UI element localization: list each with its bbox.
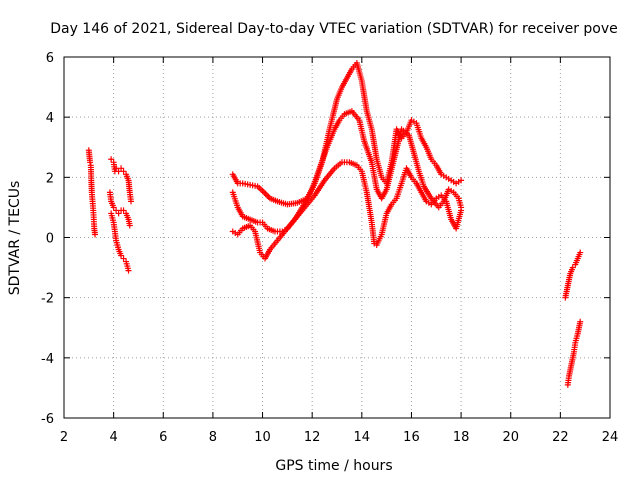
data-point [118, 252, 125, 259]
data-point [126, 222, 133, 229]
y-tick-label: -2 [41, 292, 54, 307]
x-tick-label: 12 [304, 430, 321, 445]
y-tick-label: 0 [46, 232, 54, 247]
data-point [108, 156, 115, 163]
data-point [87, 159, 94, 166]
data-point [569, 264, 576, 271]
data-point [577, 249, 584, 256]
data-point [110, 204, 117, 211]
x-tick-label: 2 [60, 430, 68, 445]
data-point [458, 207, 465, 214]
chart-title: Day 146 of 2021, Sidereal Day-to-day VTE… [50, 21, 618, 37]
data-point [128, 198, 135, 205]
data-point [120, 255, 127, 262]
data-point [458, 177, 465, 184]
x-tick-label: 20 [502, 430, 519, 445]
y-tick-label: 2 [46, 171, 54, 186]
x-tick-label: 14 [354, 430, 371, 445]
x-tick-label: 24 [602, 430, 619, 445]
x-tick-label: 16 [403, 430, 420, 445]
data-point [120, 168, 127, 175]
x-tick-label: 10 [254, 430, 271, 445]
x-tick-label: 22 [552, 430, 569, 445]
y-tick-label: -6 [41, 412, 54, 427]
grid-lines [64, 57, 610, 418]
x-tick-label: 6 [159, 430, 167, 445]
data-point [118, 165, 125, 172]
data-point [92, 231, 99, 238]
x-tick-label: 4 [109, 430, 117, 445]
y-tick-label: 4 [46, 111, 54, 126]
data-point [577, 318, 584, 325]
data-point [120, 207, 127, 214]
y-tick-label: -4 [41, 352, 54, 367]
x-axis-label: GPS time / hours [275, 458, 392, 474]
data-point [115, 210, 122, 217]
data-points [85, 60, 584, 388]
x-tick-label: 18 [453, 430, 470, 445]
data-point [125, 267, 132, 274]
y-tick-label: 6 [46, 51, 54, 66]
y-axis-label: SDTVAR / TECUs [7, 181, 23, 296]
x-tick-label: 8 [209, 430, 217, 445]
